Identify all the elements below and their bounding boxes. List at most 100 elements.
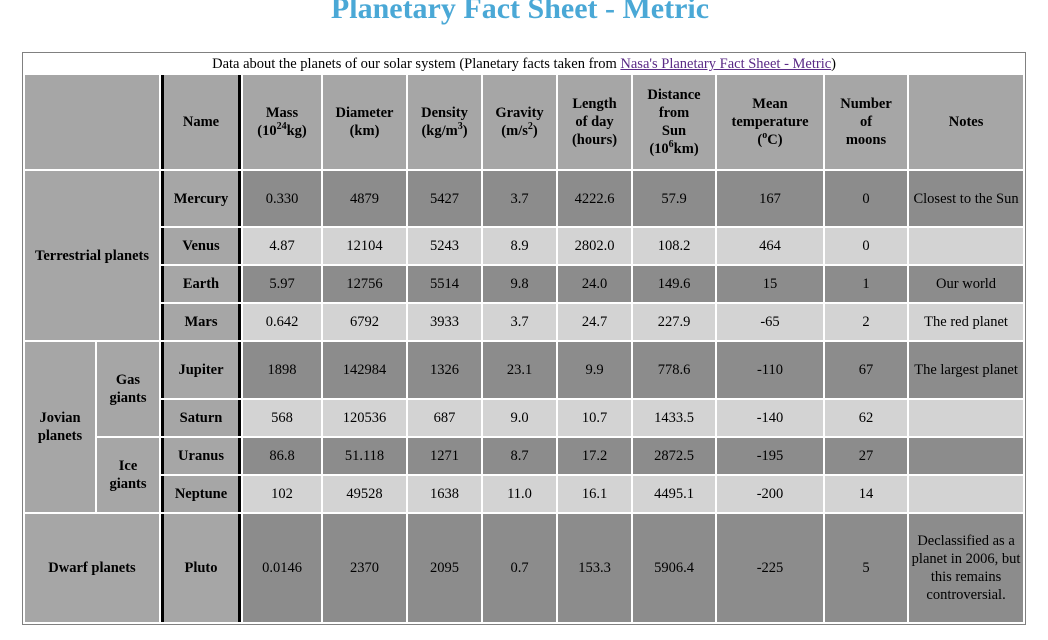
nasa-fact-sheet-link[interactable]: Nasa's Planetary Fact Sheet - Metric (620, 56, 832, 72)
notes-cell (909, 438, 1024, 474)
table-row: Venus 4.87 12104 5243 8.9 2802.0 108.2 4… (25, 228, 1024, 264)
mass-cell: 86.8 (243, 438, 321, 474)
notes-cell (909, 228, 1024, 264)
temperature-cell: -140 (717, 400, 823, 436)
mass-cell: 0.642 (243, 304, 321, 340)
distance-cell: 149.6 (633, 266, 715, 302)
day-cell: 16.1 (558, 476, 631, 512)
planet-name: Earth (161, 266, 241, 302)
diameter-cell: 120536 (323, 400, 406, 436)
caption-suffix: ) (831, 56, 837, 72)
notes-cell (909, 400, 1024, 436)
moons-cell: 27 (825, 438, 907, 474)
diameter-cell: 12756 (323, 266, 406, 302)
day-cell: 10.7 (558, 400, 631, 436)
planet-name: Mars (161, 304, 241, 340)
diameter-cell: 12104 (323, 228, 406, 264)
header-gravity: Gravity (m/s2) (483, 75, 556, 169)
gravity-cell: 3.7 (483, 304, 556, 340)
distance-cell: 4495.1 (633, 476, 715, 512)
density-cell: 687 (408, 400, 481, 436)
moons-cell: 1 (825, 266, 907, 302)
notes-cell: Our world (909, 266, 1024, 302)
notes-cell: Declassified as a planet in 2006, but th… (909, 514, 1024, 622)
mass-cell: 4.87 (243, 228, 321, 264)
notes-cell: The red planet (909, 304, 1024, 340)
table-row: Ice giants Uranus 86.8 51.118 1271 8.7 1… (25, 438, 1024, 512)
header-density: Density (kg/m3) (408, 75, 481, 169)
table-row: Jovian planets Gas giants Jupiter 1898 1… (25, 342, 1024, 512)
density-cell: 5427 (408, 171, 481, 226)
gravity-cell: 9.0 (483, 400, 556, 436)
table-row: Mars 0.642 6792 3933 3.7 24.7 227.9 -65 … (25, 304, 1024, 340)
distance-cell: 2872.5 (633, 438, 715, 474)
notes-cell: Closest to the Sun (909, 171, 1024, 226)
notes-cell (909, 476, 1024, 512)
temperature-cell: -110 (717, 342, 823, 398)
density-cell: 1638 (408, 476, 481, 512)
day-cell: 24.0 (558, 266, 631, 302)
moons-cell: 62 (825, 400, 907, 436)
distance-cell: 57.9 (633, 171, 715, 226)
temperature-cell: 167 (717, 171, 823, 226)
header-blank (25, 75, 159, 169)
mass-cell: 1898 (243, 342, 321, 398)
page-title: Planetary Fact Sheet - Metric (330, 0, 710, 25)
planet-name: Neptune (161, 476, 241, 512)
mass-cell: 0.330 (243, 171, 321, 226)
planet-name: Uranus (161, 438, 241, 474)
header-diameter: Diameter (km) (323, 75, 406, 169)
mass-cell: 5.97 (243, 266, 321, 302)
group-ice-giants: Ice giants (97, 438, 159, 512)
gravity-cell: 11.0 (483, 476, 556, 512)
density-cell: 1271 (408, 438, 481, 474)
mass-cell: 0.0146 (243, 514, 321, 622)
day-cell: 4222.6 (558, 171, 631, 226)
temperature-cell: -225 (717, 514, 823, 622)
temperature-cell: -200 (717, 476, 823, 512)
group-dwarf: Dwarf planets (25, 514, 159, 622)
moons-cell: 5 (825, 514, 907, 622)
planet-name: Jupiter (161, 342, 241, 398)
header-row: Name Mass (1024kg) Diameter (km) Density (k… (25, 75, 1024, 169)
density-cell: 5514 (408, 266, 481, 302)
header-moons: Number of moons (825, 75, 907, 169)
planet-name: Pluto (161, 514, 241, 622)
diameter-cell: 2370 (323, 514, 406, 622)
distance-cell: 108.2 (633, 228, 715, 264)
distance-cell: 227.9 (633, 304, 715, 340)
moons-cell: 14 (825, 476, 907, 512)
moons-cell: 0 (825, 171, 907, 226)
distance-cell: 778.6 (633, 342, 715, 398)
group-jovian: Jovian planets (25, 342, 95, 512)
header-length-of-day: Length of day (hours) (558, 75, 631, 169)
table-caption: Data about the planets of our solar syst… (25, 55, 1024, 73)
group-terrestrial: Terrestrial planets (25, 171, 159, 340)
temperature-cell: -65 (717, 304, 823, 340)
planet-name: Saturn (161, 400, 241, 436)
day-cell: 17.2 (558, 438, 631, 474)
header-name: Name (161, 75, 241, 169)
gravity-cell: 8.9 (483, 228, 556, 264)
density-cell: 1326 (408, 342, 481, 398)
table-row: Earth 5.97 12756 5514 9.8 24.0 149.6 15 … (25, 266, 1024, 302)
temperature-cell: 15 (717, 266, 823, 302)
gravity-cell: 9.8 (483, 266, 556, 302)
moons-cell: 0 (825, 228, 907, 264)
table-row: Saturn 568 120536 687 9.0 10.7 1433.5 -1… (25, 400, 1024, 436)
header-distance: Distance from Sun (106km) (633, 75, 715, 169)
header-temperature: Mean temperature (oC) (717, 75, 823, 169)
gravity-cell: 8.7 (483, 438, 556, 474)
day-cell: 24.7 (558, 304, 631, 340)
planet-name: Venus (161, 228, 241, 264)
diameter-cell: 6792 (323, 304, 406, 340)
gravity-cell: 0.7 (483, 514, 556, 622)
diameter-cell: 49528 (323, 476, 406, 512)
day-cell: 153.3 (558, 514, 631, 622)
temperature-cell: -195 (717, 438, 823, 474)
caption-prefix: Data about the planets of our solar syst… (212, 56, 621, 72)
table-row: Terrestrial planets Mercury 0.330 4879 5… (25, 171, 1024, 340)
density-cell: 5243 (408, 228, 481, 264)
group-gas-giants: Gas giants (97, 342, 159, 436)
day-cell: 9.9 (558, 342, 631, 398)
